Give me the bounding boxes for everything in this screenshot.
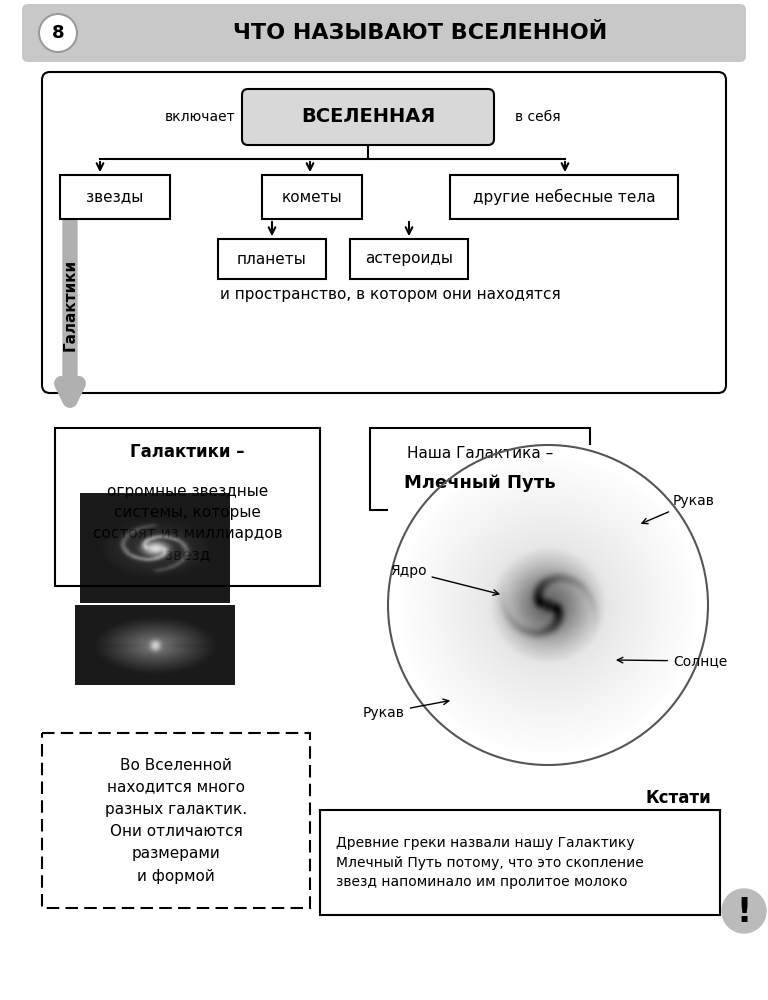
Circle shape	[39, 14, 77, 52]
FancyBboxPatch shape	[370, 428, 590, 510]
Text: Наша Галактика –: Наша Галактика –	[407, 446, 553, 462]
FancyBboxPatch shape	[242, 89, 494, 145]
Text: Галактики: Галактики	[62, 259, 78, 351]
Text: ЧТО НАЗЫВАЮТ ВСЕЛЕННОЙ: ЧТО НАЗЫВАЮТ ВСЕЛЕННОЙ	[233, 23, 607, 43]
FancyBboxPatch shape	[450, 175, 678, 219]
FancyBboxPatch shape	[262, 175, 362, 219]
Text: и пространство, в котором они находятся: и пространство, в котором они находятся	[220, 286, 561, 302]
Text: Кстати: Кстати	[645, 789, 711, 807]
Text: !: !	[737, 896, 752, 928]
Text: планеты: планеты	[237, 251, 307, 266]
FancyBboxPatch shape	[42, 733, 310, 908]
Text: ВСЕЛЕННАЯ: ВСЕЛЕННАЯ	[301, 107, 435, 126]
Text: Солнце: Солнце	[617, 654, 727, 668]
Text: Млечный Путь: Млечный Путь	[404, 474, 556, 492]
Text: звезды: звезды	[86, 190, 144, 205]
FancyBboxPatch shape	[218, 239, 326, 279]
FancyBboxPatch shape	[350, 239, 468, 279]
Text: кометы: кометы	[282, 190, 343, 205]
Text: включает: включает	[164, 110, 235, 124]
Text: огромные звездные
системы, которые
состоят из миллиардов
звезд: огромные звездные системы, которые состо…	[93, 484, 283, 562]
FancyBboxPatch shape	[55, 428, 320, 586]
Text: Рукав: Рукав	[363, 699, 449, 720]
FancyBboxPatch shape	[22, 4, 746, 62]
Text: другие небесные тела: другие небесные тела	[472, 189, 655, 205]
Text: в себя: в себя	[515, 110, 561, 124]
FancyBboxPatch shape	[42, 72, 726, 393]
Text: Галактики –: Галактики –	[131, 443, 245, 461]
Circle shape	[722, 889, 766, 933]
FancyBboxPatch shape	[320, 810, 720, 915]
Text: астероиды: астероиды	[365, 251, 453, 266]
Text: Древние греки назвали нашу Галактику
Млечный Путь потому, что это скопление
звез: Древние греки назвали нашу Галактику Мле…	[336, 836, 644, 889]
FancyBboxPatch shape	[60, 175, 170, 219]
Text: 8: 8	[51, 24, 65, 42]
Text: Ядро: Ядро	[390, 564, 498, 595]
Text: Во Вселенной
находится много
разных галактик.
Они отличаются
размерами
и формой: Во Вселенной находится много разных гала…	[105, 758, 247, 884]
Text: Рукав: Рукав	[642, 494, 715, 524]
